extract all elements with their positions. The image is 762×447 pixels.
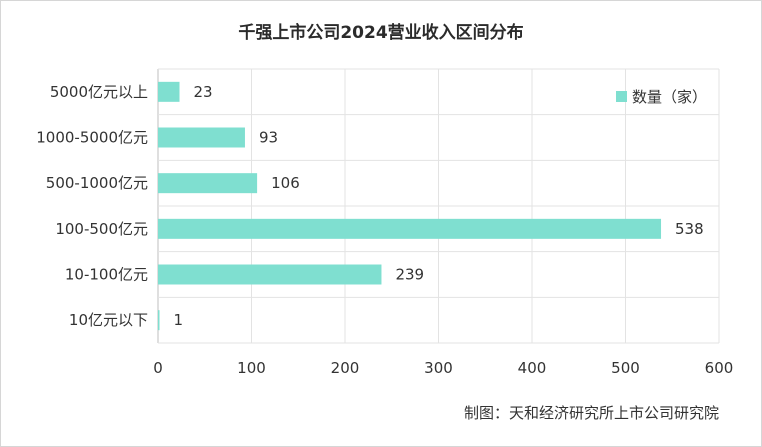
x-tick-label: 0	[153, 359, 163, 377]
x-tick-label: 300	[424, 359, 453, 377]
data-label: 93	[259, 129, 278, 147]
grid-lines	[157, 68, 720, 344]
legend: 数量（家）	[616, 88, 707, 106]
data-label: 1	[174, 311, 184, 329]
x-tick-label: 500	[611, 359, 640, 377]
bar	[158, 218, 662, 239]
data-label: 23	[194, 83, 213, 101]
x-tick-labels: 0 100 200 300 400 500 600	[153, 359, 733, 377]
bar	[158, 264, 382, 285]
bar	[158, 127, 245, 148]
data-label: 239	[395, 266, 424, 284]
value-labels: 23 93 106 538 239 1	[174, 83, 704, 329]
bar	[158, 173, 258, 194]
bar	[158, 310, 160, 331]
bars	[158, 81, 662, 331]
category-labels: 5000亿元以上 1000-5000亿元 500-1000亿元 100-500亿元 10…	[36, 83, 148, 329]
source-note: 制图：天和经济研究所上市公司研究院	[464, 404, 719, 422]
category-label: 10亿元以下	[69, 311, 148, 329]
category-label: 5000亿元以上	[50, 83, 148, 101]
bar	[158, 81, 180, 102]
x-tick-label: 100	[237, 359, 266, 377]
x-tick-label: 400	[518, 359, 547, 377]
category-label: 1000-5000亿元	[36, 129, 148, 147]
category-label: 500-1000亿元	[46, 174, 148, 192]
category-label: 100-500亿元	[55, 220, 148, 238]
data-label: 106	[271, 174, 300, 192]
category-label: 10-100亿元	[65, 266, 148, 284]
x-tick-label: 600	[705, 359, 734, 377]
x-tick-label: 200	[331, 359, 360, 377]
data-label: 538	[675, 220, 704, 238]
legend-swatch	[616, 91, 627, 102]
chart-title: 千强上市公司2024营业收入区间分布	[238, 22, 523, 43]
legend-label: 数量（家）	[632, 88, 707, 106]
